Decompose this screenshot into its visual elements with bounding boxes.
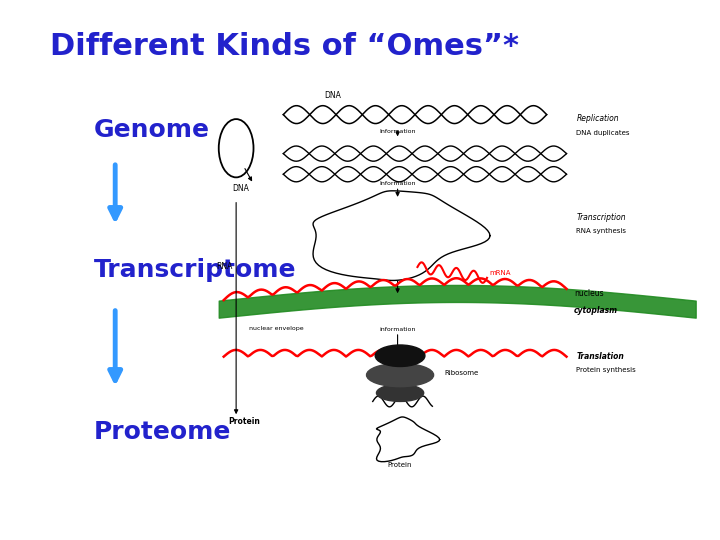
Text: Protein: Protein	[388, 462, 413, 468]
Text: Replication: Replication	[577, 114, 619, 123]
Text: Protein synthesis: Protein synthesis	[577, 367, 636, 373]
Ellipse shape	[377, 384, 423, 401]
Text: DNA: DNA	[325, 91, 341, 100]
Text: Information: Information	[379, 129, 416, 133]
Text: Proteome: Proteome	[94, 420, 231, 444]
Text: Different Kinds of “Omes”*: Different Kinds of “Omes”*	[50, 32, 519, 62]
Text: Protein: Protein	[229, 417, 261, 426]
Text: nucleus: nucleus	[574, 289, 603, 298]
Text: mRNA: mRNA	[490, 269, 511, 275]
Ellipse shape	[366, 363, 433, 387]
Ellipse shape	[375, 345, 425, 367]
Text: Genome: Genome	[94, 118, 210, 141]
Text: nuclear envelope: nuclear envelope	[248, 326, 303, 331]
Text: cytoplasm: cytoplasm	[574, 306, 618, 315]
Text: Information: Information	[379, 181, 416, 186]
Text: Ribosome: Ribosome	[445, 369, 479, 376]
Text: DNA duplicates: DNA duplicates	[577, 130, 630, 136]
Text: Translation: Translation	[577, 352, 624, 361]
Text: RNA synthesis: RNA synthesis	[577, 228, 626, 234]
Text: RNA: RNA	[216, 262, 233, 271]
Text: DNA: DNA	[233, 184, 250, 193]
Text: Transcription: Transcription	[577, 213, 626, 222]
Text: Transcriptome: Transcriptome	[94, 258, 296, 282]
Text: information: information	[379, 327, 415, 332]
